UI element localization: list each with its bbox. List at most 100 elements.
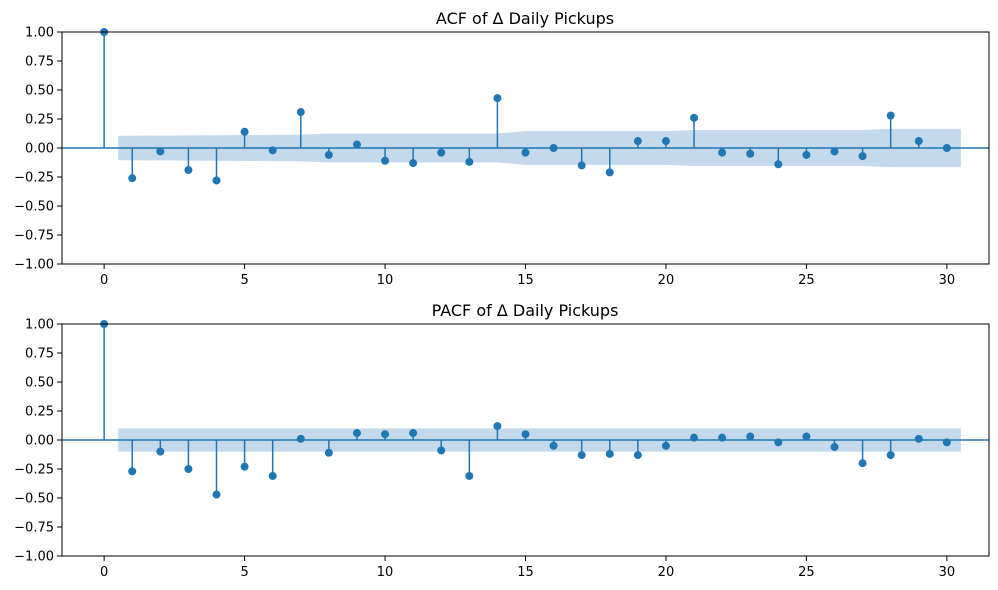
- acf-stem-lag-30: [942, 144, 951, 152]
- pacf-stem-marker: [549, 441, 558, 450]
- acf-y-axis: 1.00 0.75 0.50 0.25 0.00 −0.25 −0.50 −0.75 −1.00: [14, 26, 62, 273]
- acf-stem-marker: [661, 137, 670, 146]
- acf-stem-marker: [240, 127, 249, 136]
- acf-stem-lag-22: [718, 148, 727, 157]
- pacf-stem-marker: [268, 471, 277, 480]
- pacf-stem-lag-29: [914, 434, 923, 443]
- pacf-ytick-label: −1.00: [14, 550, 54, 565]
- pacf-stem-lag-1: [128, 440, 137, 476]
- pacf-stem-lag-11: [409, 429, 418, 440]
- pacf-stem-lag-15: [521, 430, 530, 440]
- pacf-xtick-label: 5: [240, 565, 248, 580]
- pacf-stem-marker: [886, 451, 895, 460]
- acf-stem-lag-12: [437, 148, 446, 157]
- pacf-xtick-label: 25: [798, 565, 815, 580]
- pacf-stem-marker: [352, 429, 361, 438]
- pacf-xtick-label: 10: [377, 565, 394, 580]
- pacf-stem-marker: [690, 433, 699, 442]
- acf-stem-marker: [746, 149, 755, 158]
- acf-stem-lag-16: [549, 144, 558, 152]
- acf-stem-marker: [324, 150, 333, 159]
- acf-stem-lag-24: [774, 148, 783, 169]
- acf-xtick-label: 0: [100, 273, 108, 288]
- pacf-ytick-label: 0.25: [25, 405, 54, 420]
- pacf-stem-marker: [633, 451, 642, 460]
- pacf-panel: PACF of Δ Daily Pickups 1.00 0.75 0.50 0.25…: [14, 301, 990, 580]
- pacf-stem-lag-2: [156, 440, 165, 456]
- acf-ytick-label: −0.75: [14, 229, 54, 244]
- pacf-stem-marker: [381, 430, 390, 439]
- acf-stem-lag-15: [521, 148, 530, 157]
- acf-xtick-label: 10: [377, 273, 394, 288]
- acf-stem-marker: [493, 94, 502, 103]
- pacf-stem-lag-30: [942, 438, 951, 447]
- pacf-y-axis: 1.00 0.75 0.50 0.25 0.00 −0.25 −0.50 −0.75 −1.00: [14, 318, 62, 565]
- acf-stem-marker: [718, 148, 727, 157]
- acf-stem-lag-8: [324, 148, 333, 159]
- acf-stem-marker: [942, 144, 951, 152]
- pacf-ytick-label: −0.50: [14, 492, 54, 507]
- pacf-xtick-label: 30: [939, 565, 956, 580]
- acf-stem-marker: [212, 176, 221, 185]
- acf-ytick-label: 1.00: [25, 26, 54, 41]
- acf-xtick-label: 5: [240, 273, 248, 288]
- pacf-stem-lag-23: [746, 432, 755, 441]
- acf-ytick-label: −0.25: [14, 171, 54, 186]
- pacf-stem-lag-7: [296, 434, 305, 443]
- pacf-stem-lag-21: [690, 433, 699, 442]
- acf-stem-lag-6: [268, 146, 277, 155]
- acf-stem-lag-29: [914, 137, 923, 148]
- pacf-title: PACF of Δ Daily Pickups: [432, 301, 619, 320]
- acf-stem-lag-2: [156, 147, 165, 156]
- acf-stem-marker: [268, 146, 277, 155]
- acf-stem-marker: [858, 152, 867, 161]
- acf-stem-marker: [605, 168, 614, 177]
- acf-stem-marker: [184, 166, 193, 175]
- acf-stem-lag-26: [830, 147, 839, 156]
- acf-stem-lag-18: [605, 148, 614, 177]
- pacf-xtick-label: 20: [658, 565, 675, 580]
- pacf-stem-marker: [942, 438, 951, 447]
- acf-stem-marker: [352, 140, 361, 149]
- acf-stem-marker: [633, 137, 642, 146]
- pacf-stem-marker: [296, 434, 305, 443]
- acf-xtick-label: 30: [939, 273, 956, 288]
- pacf-stem-marker: [465, 471, 474, 480]
- acf-stem-marker: [296, 108, 305, 117]
- acf-stem-lag-20: [661, 137, 670, 148]
- pacf-ytick-label: −0.75: [14, 521, 54, 536]
- acf-stem-marker: [914, 137, 923, 146]
- pacf-stem-lag-8: [324, 440, 333, 457]
- acf-stem-lag-7: [296, 108, 305, 148]
- pacf-stem-marker: [493, 422, 502, 431]
- acf-stem-marker: [830, 147, 839, 156]
- pacf-ytick-label: 0.00: [25, 434, 54, 449]
- acf-stem-marker: [802, 150, 811, 159]
- acf-stem-lag-11: [409, 148, 418, 168]
- acf-xtick-label: 15: [517, 273, 534, 288]
- acf-stem-marker: [549, 144, 558, 152]
- pacf-stem-lag-18: [605, 440, 614, 458]
- acf-stem-lag-4: [212, 148, 221, 185]
- pacf-stem-marker: [184, 465, 193, 473]
- pacf-stem-lag-0: [100, 320, 109, 440]
- acf-stem-marker: [381, 156, 390, 165]
- acf-stem-marker: [465, 157, 474, 166]
- acf-stem-lag-19: [633, 137, 642, 148]
- pacf-stem-marker: [802, 432, 811, 441]
- pacf-stem-lag-22: [718, 433, 727, 442]
- pacf-stem-lag-26: [830, 440, 839, 451]
- pacf-stem-marker: [746, 432, 755, 441]
- pacf-stem-marker: [156, 447, 165, 456]
- acf-panel: ACF of Δ Daily Pickups 1.00 0.75 0.50 0.25 0…: [14, 9, 990, 288]
- acf-stem-lag-21: [690, 113, 699, 148]
- pacf-ytick-label: −0.25: [14, 463, 54, 478]
- acf-stem-lag-1: [128, 148, 137, 183]
- pacf-stem-marker: [774, 438, 783, 447]
- acf-title: ACF of Δ Daily Pickups: [436, 9, 614, 28]
- acf-ytick-label: 0.50: [25, 84, 54, 99]
- pacf-xtick-label: 15: [517, 565, 534, 580]
- acf-stem-lag-10: [381, 148, 390, 165]
- pacf-stem-lag-14: [493, 422, 502, 440]
- pacf-stem-lag-25: [802, 432, 811, 441]
